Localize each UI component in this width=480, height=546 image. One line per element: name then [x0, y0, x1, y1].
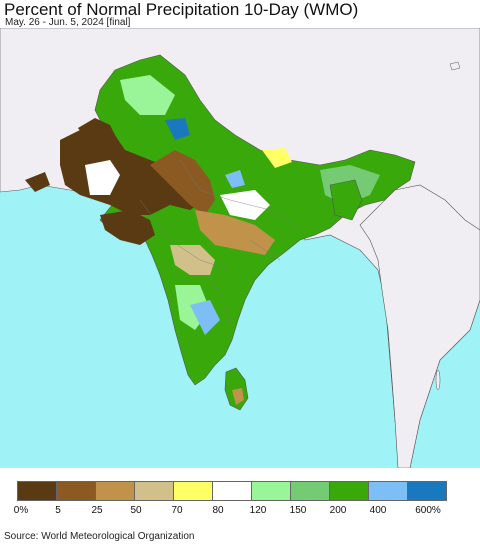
legend-label: 600%: [415, 505, 441, 516]
legend-swatch: [95, 481, 135, 501]
legend-label: 50: [130, 505, 142, 516]
legend-swatch: [368, 481, 408, 501]
dry-region-northwest: [78, 118, 120, 150]
legend: [17, 481, 447, 501]
state-borders: [139, 159, 301, 331]
land-outside-east: [359, 184, 480, 468]
legend-swatch: [56, 481, 96, 501]
legend-swatch: [212, 481, 252, 501]
dry-region-gujarat: [100, 210, 155, 245]
legend-label: 0%: [13, 505, 29, 516]
wet-region-north: [165, 118, 190, 140]
legend-label: 25: [91, 505, 103, 516]
legend-swatch: [290, 481, 330, 501]
legend-label: 70: [171, 505, 183, 516]
legend-label: 80: [212, 505, 224, 516]
source-credit: Source: World Meteorological Organizatio…: [4, 531, 195, 542]
legend-label: 120: [249, 505, 267, 516]
map-title: Percent of Normal Precipitation 10-Day (…: [4, 0, 359, 19]
legend-swatch: [134, 481, 174, 501]
precipitation-map: [0, 28, 480, 468]
legend-swatch: [17, 481, 57, 501]
legend-label: 200: [329, 505, 347, 516]
yellow-region: [262, 148, 292, 168]
bangladesh: [329, 179, 363, 221]
tan-region: [170, 245, 215, 275]
legend-swatch: [329, 481, 369, 501]
dry-region-small: [25, 172, 50, 192]
wet-region-south: [190, 300, 220, 335]
island-andaman: [435, 369, 441, 391]
sri-lanka-dry: [232, 388, 244, 405]
legend-label: 5: [55, 505, 61, 516]
light-green-north: [120, 75, 175, 115]
map-svg: [0, 28, 480, 468]
legend-label: 400: [369, 505, 387, 516]
legend-swatch: [251, 481, 291, 501]
legend-swatch: [407, 481, 447, 501]
map-subtitle: May. 26 - Jun. 5, 2024 [final]: [5, 17, 131, 28]
white-region-central: [220, 190, 270, 220]
medium-dry-central: [195, 210, 275, 255]
medium-dry-band: [150, 150, 215, 215]
island-northeast: [449, 61, 461, 71]
wet-region-central: [225, 170, 245, 188]
legend-swatch: [173, 481, 213, 501]
white-region-rajasthan: [85, 160, 120, 195]
legend-label: 150: [289, 505, 307, 516]
